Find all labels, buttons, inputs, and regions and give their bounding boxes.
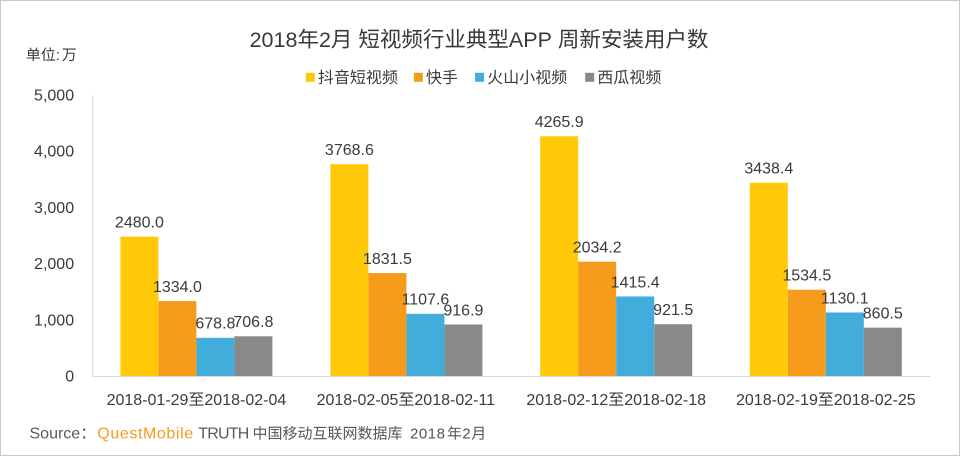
svg-text:2: 2 (319, 28, 331, 52)
svg-text:2018: 2018 (250, 28, 298, 52)
svg-text:2018-02-11: 2018-02-11 (414, 392, 495, 409)
svg-text:1107.6: 1107.6 (402, 292, 450, 309)
svg-text:Source: Source (30, 426, 81, 443)
svg-text:3,000: 3,000 (34, 200, 74, 217)
svg-text:4,000: 4,000 (34, 144, 74, 161)
svg-text:3438.4: 3438.4 (744, 161, 793, 178)
svg-text:1415.4: 1415.4 (611, 274, 660, 291)
svg-text:2034.2: 2034.2 (573, 240, 622, 257)
svg-text::: : (56, 47, 60, 64)
svg-text:1534.5: 1534.5 (782, 268, 831, 285)
svg-text:APP: APP (509, 28, 552, 52)
svg-text:2018-02-25: 2018-02-25 (834, 392, 916, 409)
svg-text:1334.0: 1334.0 (153, 279, 202, 296)
svg-text:921.5: 921.5 (653, 302, 693, 319)
svg-text:2018-02-19: 2018-02-19 (736, 392, 818, 409)
svg-text:4265.9: 4265.9 (535, 114, 584, 131)
svg-text:2018-02-18: 2018-02-18 (624, 392, 706, 409)
svg-text:2018-02-12: 2018-02-12 (526, 392, 608, 409)
svg-text:2018-02-04: 2018-02-04 (204, 392, 286, 409)
svg-text:3768.6: 3768.6 (325, 142, 374, 159)
svg-text:860.5: 860.5 (863, 305, 903, 322)
svg-text:2018-02-05: 2018-02-05 (317, 392, 399, 409)
svg-text:QuestMobile: QuestMobile (97, 426, 193, 443)
svg-text:2,000: 2,000 (34, 256, 74, 273)
svg-text:1,000: 1,000 (34, 312, 74, 329)
svg-text:2480.0: 2480.0 (115, 214, 164, 231)
svg-text:2: 2 (462, 426, 470, 443)
svg-text:1831.5: 1831.5 (363, 251, 412, 268)
svg-text:1130.1: 1130.1 (821, 290, 869, 307)
svg-text:2018-01-29: 2018-01-29 (107, 392, 189, 409)
svg-text:916.9: 916.9 (443, 302, 483, 319)
svg-text:2018: 2018 (410, 426, 446, 443)
svg-text:678.8: 678.8 (195, 316, 235, 333)
svg-text:706.8: 706.8 (233, 314, 273, 331)
svg-text:5,000: 5,000 (34, 88, 74, 105)
svg-text:0: 0 (65, 369, 74, 386)
svg-text:TRUTH: TRUTH (198, 426, 248, 443)
